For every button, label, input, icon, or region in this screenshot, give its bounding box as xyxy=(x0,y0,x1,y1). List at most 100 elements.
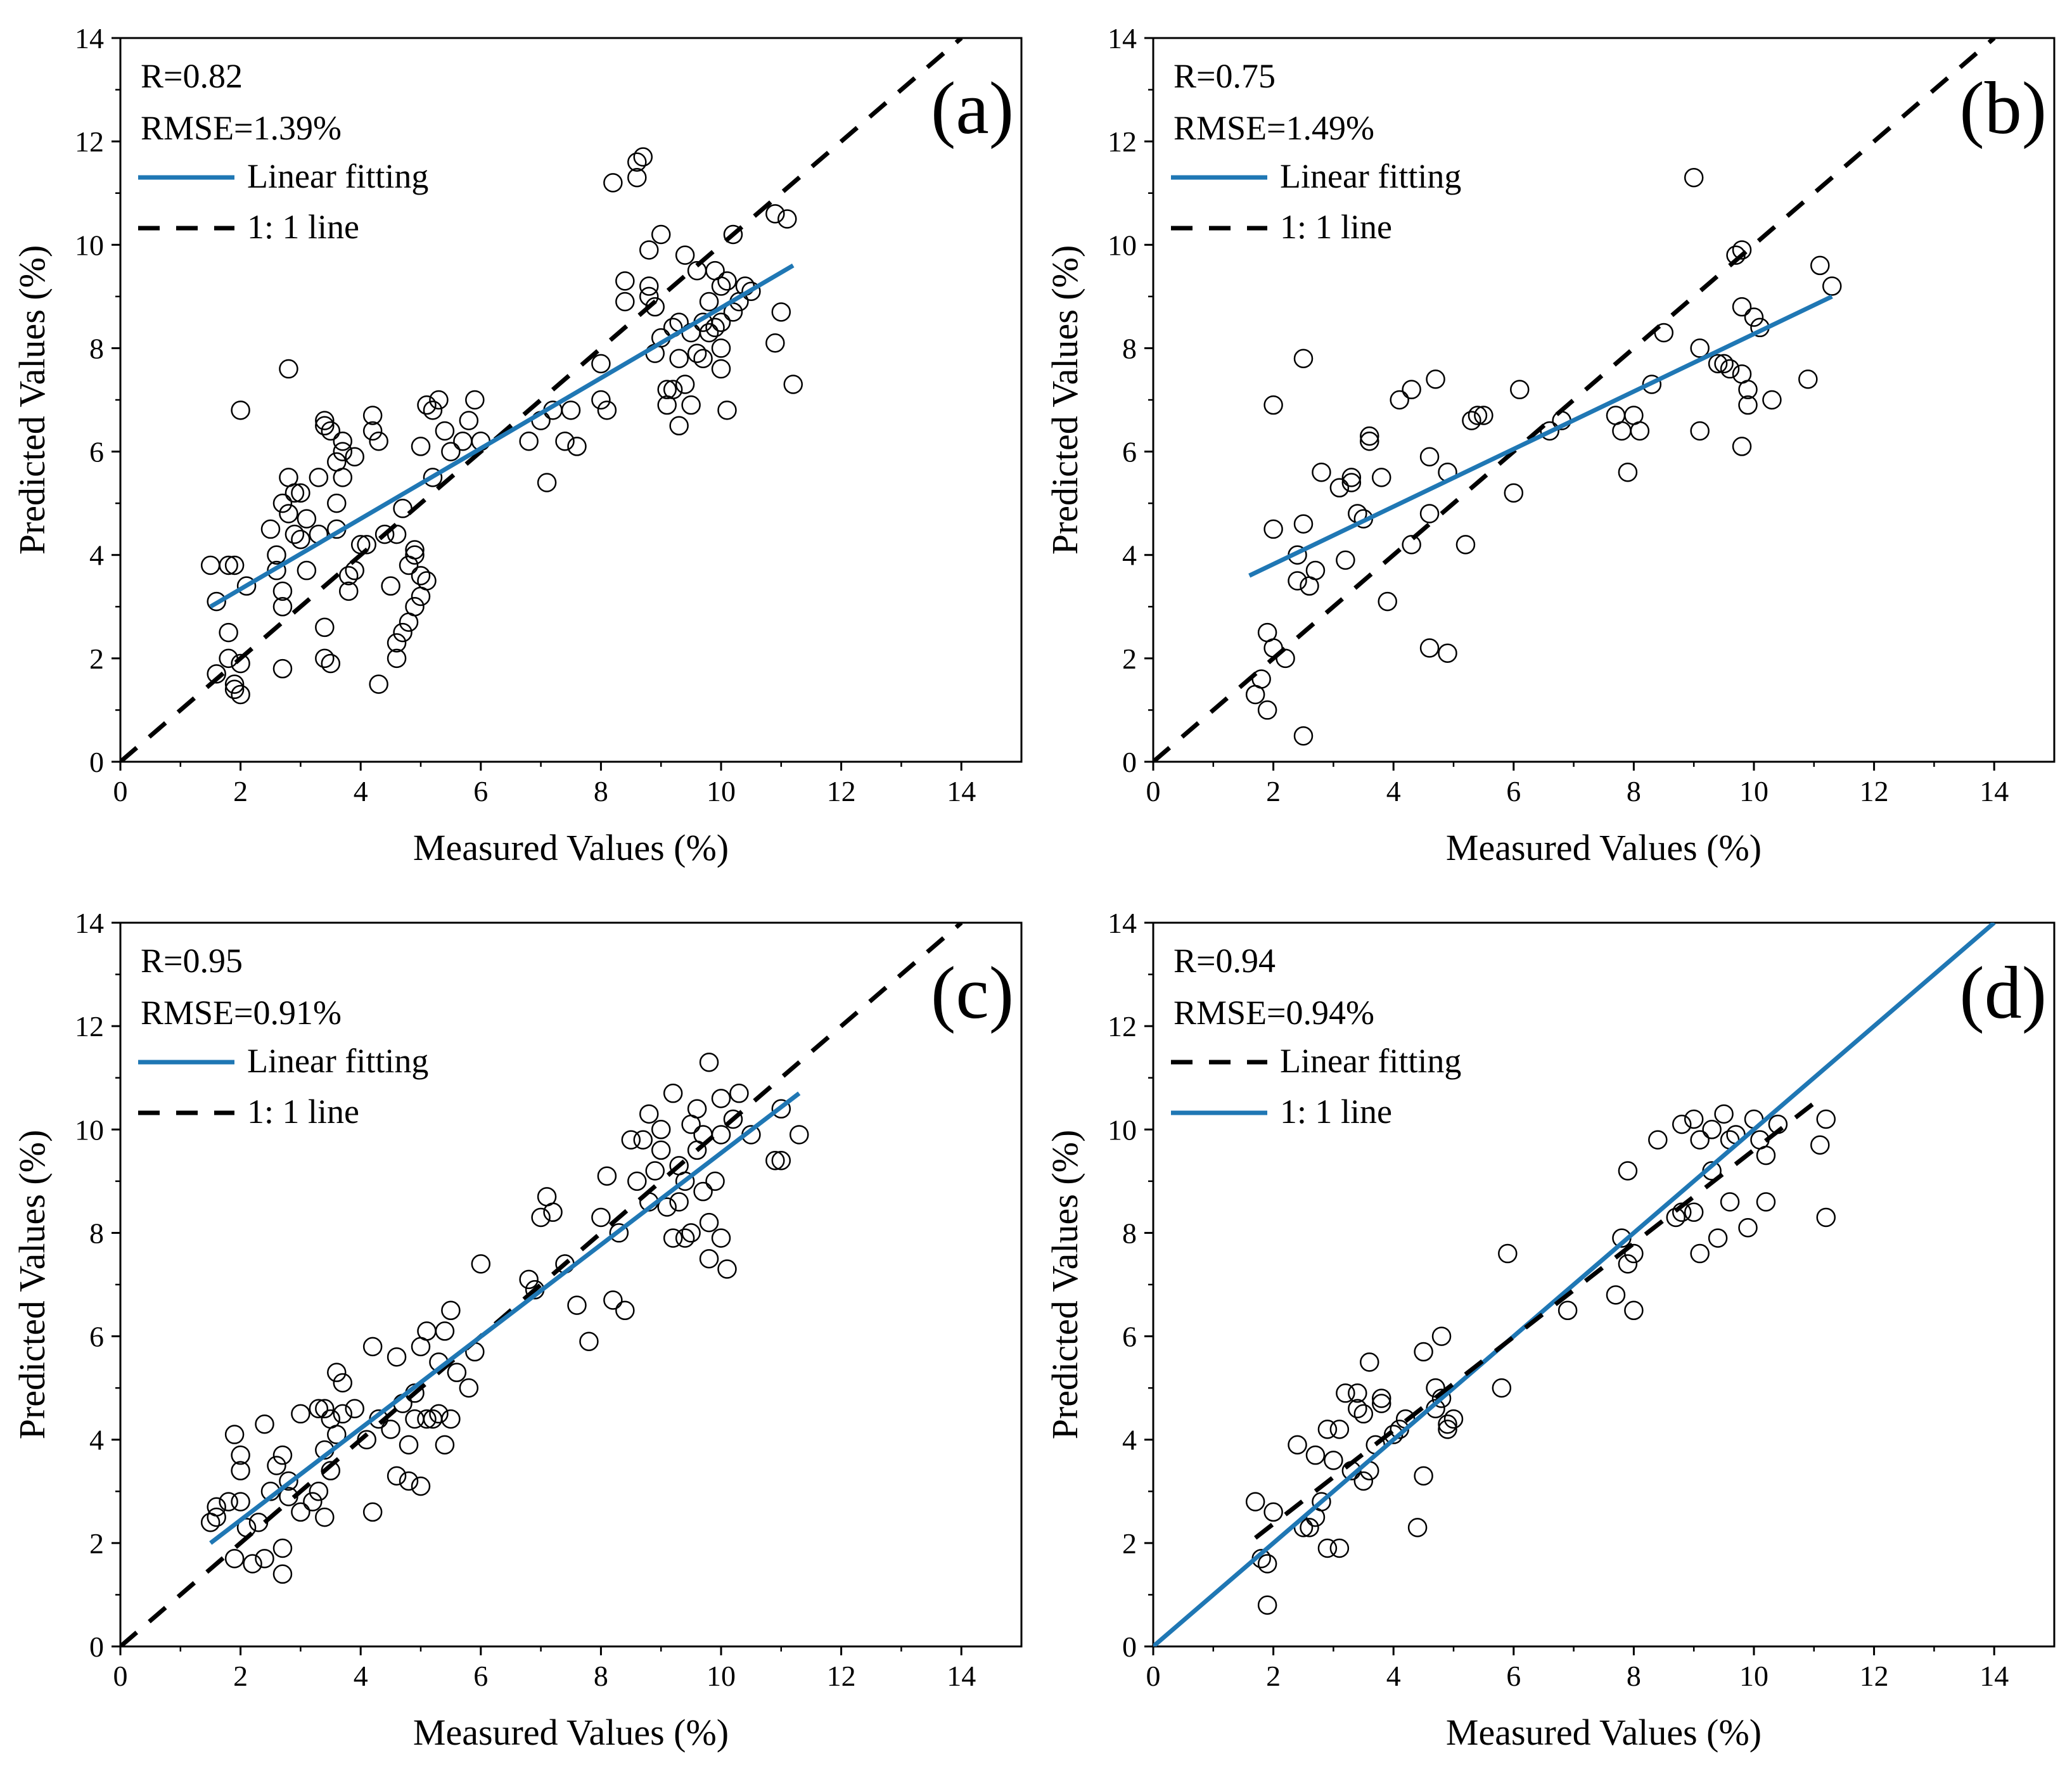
data-point xyxy=(699,1212,719,1233)
data-point xyxy=(362,421,383,441)
data-point xyxy=(423,468,443,487)
data-point xyxy=(435,1435,455,1455)
data-point xyxy=(272,1538,293,1558)
data-point xyxy=(224,1549,245,1569)
x-tick-label: 6 xyxy=(1506,775,1521,807)
data-point xyxy=(537,473,557,492)
data-point xyxy=(1288,1435,1307,1455)
data-point xyxy=(405,540,425,560)
data-point xyxy=(1257,700,1277,720)
data-point xyxy=(765,1150,785,1171)
data-point xyxy=(315,411,335,430)
r-value: R=0.75 xyxy=(1173,57,1276,95)
data-point xyxy=(699,1248,719,1269)
data-point xyxy=(1407,1518,1428,1537)
data-point xyxy=(1492,1378,1512,1398)
data-point xyxy=(711,276,731,296)
x-tick-label: 8 xyxy=(594,1660,608,1692)
data-point xyxy=(231,653,250,674)
data-point xyxy=(1630,421,1650,441)
y-tick-label: 4 xyxy=(89,539,104,572)
data-point xyxy=(1714,1104,1734,1124)
y-axis-title: Predicted Values (%) xyxy=(1044,1130,1085,1440)
data-point xyxy=(1341,473,1362,492)
data-point xyxy=(1293,349,1314,368)
data-point xyxy=(255,1414,274,1434)
x-tick-label: 4 xyxy=(1386,775,1401,807)
data-point xyxy=(1690,1130,1710,1150)
data-point xyxy=(741,281,761,301)
data-point xyxy=(219,1492,238,1511)
data-point xyxy=(615,1300,635,1321)
data-point xyxy=(1732,240,1752,260)
x-tick-label: 10 xyxy=(707,775,736,807)
data-point xyxy=(357,535,376,555)
data-point xyxy=(345,447,364,466)
data-point xyxy=(327,1425,347,1444)
data-point xyxy=(1353,1404,1374,1424)
data-point xyxy=(1624,1300,1644,1321)
y-tick-label: 4 xyxy=(1122,1424,1137,1456)
data-point xyxy=(417,571,437,591)
data-point xyxy=(417,1409,437,1429)
data-point xyxy=(1684,1202,1704,1222)
x-tick-label: 10 xyxy=(1739,775,1768,807)
data-point xyxy=(1732,437,1752,456)
data-point xyxy=(279,359,298,379)
data-point xyxy=(1324,1451,1343,1470)
data-point xyxy=(1606,1285,1626,1305)
data-point xyxy=(272,581,293,601)
data-point xyxy=(423,401,443,420)
data-point xyxy=(1468,406,1488,425)
y-tick-label: 12 xyxy=(75,1010,104,1042)
data-point xyxy=(1371,1389,1391,1408)
data-point xyxy=(1708,354,1728,374)
data-point xyxy=(272,597,293,617)
x-tick-label: 0 xyxy=(1146,1660,1161,1692)
chart-panel-c: 0 2 4 6 8 10 12 14 0 2 4 6 8 10 12 14 Measured Values (%… xyxy=(11,907,1023,1753)
data-point xyxy=(345,1399,364,1419)
y-axis-title: Predicted Values (%) xyxy=(11,1130,53,1440)
data-point xyxy=(285,483,305,503)
data-point xyxy=(771,1099,791,1119)
data-point xyxy=(717,1259,737,1279)
data-point xyxy=(531,1207,551,1228)
data-point xyxy=(362,406,383,425)
data-point xyxy=(591,354,611,374)
y-tick-label: 2 xyxy=(1122,1527,1137,1560)
data-point xyxy=(1690,1243,1710,1264)
panel-label: (b) xyxy=(1959,67,2047,150)
x-tick-label: 2 xyxy=(1266,775,1281,807)
y-tick-label: 10 xyxy=(1108,1113,1137,1146)
data-point xyxy=(315,617,335,638)
identity-line xyxy=(120,38,963,762)
data-point xyxy=(1816,1109,1836,1129)
data-point xyxy=(675,1228,695,1248)
data-point xyxy=(441,1409,461,1429)
data-point xyxy=(1263,519,1283,539)
x-tick-label: 0 xyxy=(113,775,128,807)
data-point xyxy=(333,1404,353,1424)
x-tick-label: 6 xyxy=(1506,1660,1521,1692)
data-point xyxy=(771,302,791,322)
data-point xyxy=(1336,550,1355,570)
x-tick-label: 14 xyxy=(947,775,976,807)
data-point xyxy=(1329,1538,1350,1558)
data-point xyxy=(285,524,305,544)
data-point xyxy=(1341,468,1362,487)
data-point xyxy=(1360,1352,1379,1372)
x-tick-label: 8 xyxy=(594,775,608,807)
data-point xyxy=(333,432,353,451)
data-point xyxy=(1732,297,1752,317)
data-point xyxy=(669,1192,689,1212)
data-point xyxy=(1498,1243,1518,1264)
data-point xyxy=(435,1321,455,1341)
data-point xyxy=(639,276,659,296)
data-point xyxy=(699,292,719,312)
data-point xyxy=(1329,1420,1350,1439)
data-point xyxy=(1474,406,1493,425)
data-point xyxy=(1414,1342,1433,1362)
x-axis-title: Measured Values (%) xyxy=(1446,827,1762,868)
fit-line xyxy=(209,1091,801,1545)
data-point xyxy=(1684,167,1704,188)
